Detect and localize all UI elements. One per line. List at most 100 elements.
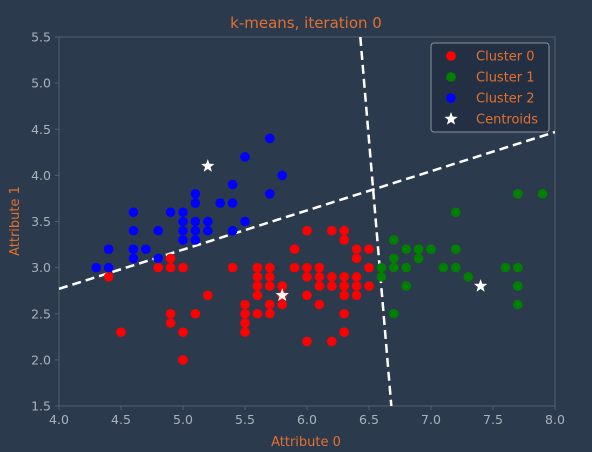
cluster-0-point [265, 272, 275, 282]
cluster-0-point [190, 308, 201, 319]
cluster-1-point [451, 244, 461, 254]
cluster-0-point [240, 327, 250, 338]
x-tick-label: 8.0 [545, 412, 565, 427]
cluster-2-point [128, 207, 139, 218]
cluster-1-point [513, 189, 523, 199]
cluster-2-point [141, 244, 151, 254]
cluster-0-point [178, 262, 188, 273]
x-tick-label: 4.0 [49, 412, 69, 427]
cluster-0-point [351, 244, 362, 254]
cluster-2-point [153, 253, 163, 264]
cluster-0-point [302, 290, 312, 301]
legend-label-cluster-2: Cluster 2 [476, 92, 535, 107]
cluster-0-point [153, 262, 163, 273]
cluster-2-point [240, 216, 250, 227]
cluster-2-point [128, 225, 139, 236]
cluster-0-point [314, 272, 325, 282]
y-tick-label: 4.5 [31, 122, 51, 137]
cluster-0-point [339, 308, 350, 319]
cluster-1-point [513, 281, 523, 291]
y-tick-label: 2.0 [31, 352, 51, 367]
cluster-1-point [401, 281, 412, 291]
cluster-0-point [203, 290, 213, 301]
cluster-0-point [364, 281, 374, 291]
cluster-1-point [500, 262, 511, 273]
axes: 4.0 4.5 5.0 5.5 6.0 6.5 7.0 7.5 8.0 1.5 2.0 2.5 3.0 3… [31, 30, 565, 428]
centroid-star [201, 159, 215, 172]
cluster-0-point [302, 336, 312, 347]
cluster-0-point [327, 225, 337, 236]
cluster-0-point [314, 281, 325, 291]
cluster-2-point [190, 198, 201, 208]
cluster-0-point [277, 281, 288, 291]
cluster-0-point [165, 318, 176, 328]
cluster-2-point [215, 198, 225, 208]
cluster-0-point [327, 336, 337, 347]
y-tick-label: 3.0 [31, 260, 51, 275]
centroid-star [275, 288, 289, 301]
cluster-1-point [376, 272, 387, 282]
cluster-1-point [463, 272, 474, 282]
cluster-0-point [351, 253, 362, 264]
x-tick-label: 5.0 [173, 412, 193, 427]
cluster-2-point [91, 262, 101, 273]
cluster-1-point [537, 189, 548, 199]
cluster-2-point [203, 225, 213, 236]
boundary-line [359, 37, 393, 406]
cluster-0-point [314, 262, 325, 273]
cluster-0-point [165, 253, 176, 264]
cluster-0-point [252, 272, 263, 282]
cluster-1-point [389, 253, 399, 264]
cluster-2-point [240, 152, 250, 162]
cluster-2-point [227, 179, 238, 190]
cluster-0-point [265, 299, 275, 310]
cluster-2-point [178, 207, 188, 218]
cluster-1-point [389, 235, 399, 245]
cluster-0-point [327, 281, 337, 291]
cluster-0-point [252, 290, 263, 301]
cluster-2-point [128, 253, 139, 264]
cluster-2-point [103, 244, 114, 254]
cluster-0-point [252, 281, 263, 291]
cluster-0-point [364, 262, 374, 273]
cluster-1-point [513, 262, 523, 273]
cluster-0-point [165, 262, 176, 273]
cluster-0-point [289, 244, 300, 254]
x-tick-label: 5.5 [235, 412, 255, 427]
cluster-0-point [339, 225, 350, 236]
cluster-0-point [327, 272, 337, 282]
cluster-2-point [265, 133, 275, 144]
y-tick-label: 5.5 [31, 30, 51, 45]
y-tick-label: 4.0 [31, 168, 51, 183]
cluster-0-point [302, 262, 312, 273]
x-tick-label: 4.5 [111, 412, 131, 427]
cluster-1-point [426, 244, 436, 254]
cluster-2-point [190, 225, 201, 236]
cluster-1-point [438, 262, 449, 273]
cluster-0-point [178, 355, 188, 365]
cluster-1-point [451, 207, 461, 218]
decision-boundaries [59, 37, 555, 406]
cluster-0-point [265, 281, 275, 291]
cluster-0-point [339, 235, 350, 245]
cluster-0-point [351, 290, 362, 301]
cluster-0-point [339, 272, 350, 282]
cluster-1-point [401, 244, 412, 254]
cluster-0-point [265, 308, 275, 319]
centroid-star [473, 279, 488, 292]
legend-label-centroids: Centroids [476, 113, 538, 128]
cluster-0-point [178, 327, 188, 338]
cluster-2-point [165, 207, 176, 218]
cluster-1-point [413, 253, 424, 264]
cluster-1-point [389, 308, 399, 319]
cluster-2-point [178, 216, 188, 227]
y-tick-label: 1.5 [31, 399, 51, 414]
cluster-0-point [339, 290, 350, 301]
cluster-0-point [240, 308, 250, 319]
cluster-2-point [178, 235, 188, 245]
cluster-0-point [339, 281, 350, 291]
cluster-2-point [227, 225, 238, 236]
x-tick-label: 7.5 [483, 412, 503, 427]
cluster-0-point [339, 327, 350, 338]
